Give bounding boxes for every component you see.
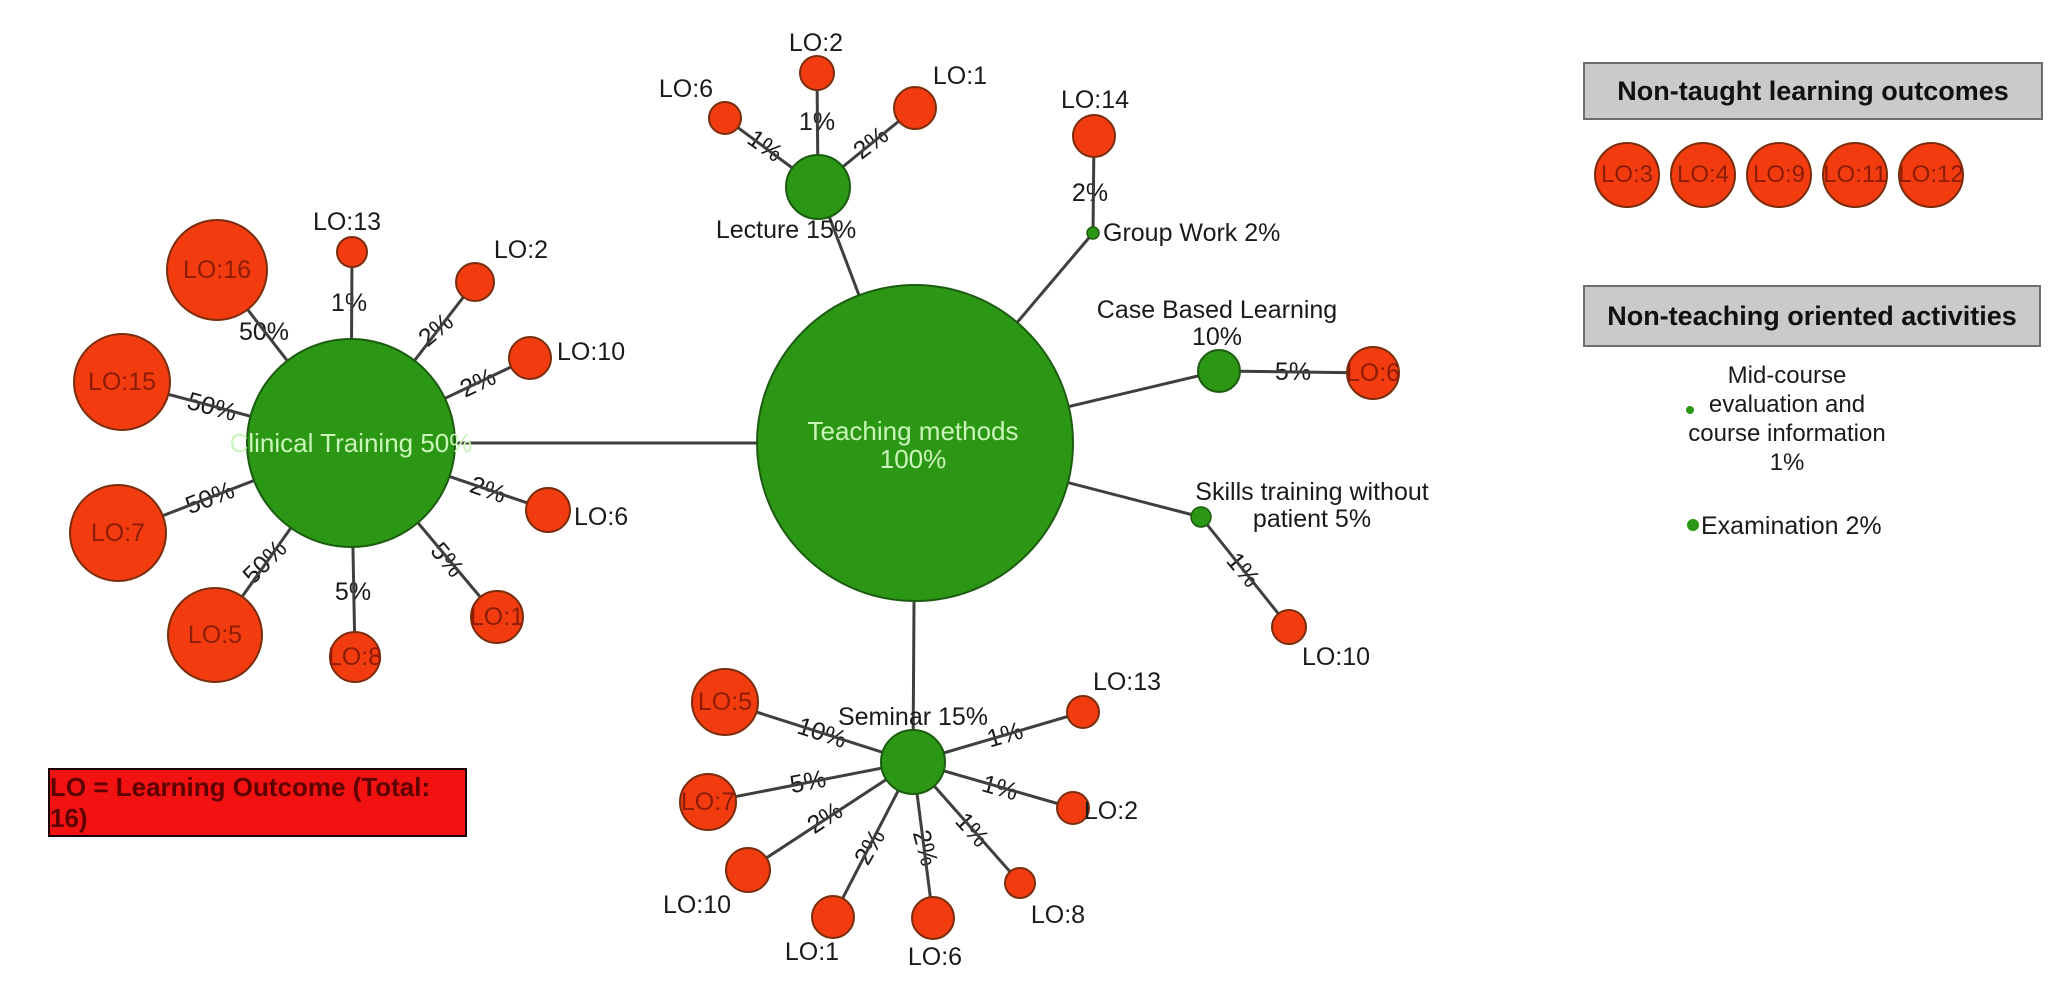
- edge-label-groupwork-gw_lo14: 2%: [1072, 179, 1108, 207]
- node-c_lo1: [470, 590, 524, 644]
- node-s_lo10: [725, 847, 771, 893]
- node-label-casebased: 10%: [1192, 323, 1242, 351]
- node-c_lo15: [73, 333, 171, 431]
- node-groupwork: [1086, 226, 1100, 240]
- node-c_lo2: [455, 262, 495, 302]
- node-clinical: [246, 338, 456, 548]
- node-label-c_lo10: LO:10: [557, 338, 625, 366]
- node-l_lo6: [708, 101, 742, 135]
- legend-label: LO = Learning Outcome (Total: 16): [50, 771, 431, 833]
- node-label-sk_lo10: LO:10: [1302, 643, 1370, 671]
- node-label-l_lo2: LO:2: [789, 29, 843, 57]
- node-s_lo2: [1056, 791, 1090, 825]
- non-teaching-header: Non-teaching oriented activities: [1583, 285, 2041, 347]
- node-c_lo8: [329, 631, 381, 683]
- non-taught-outcome-lo-11: LO:11: [1822, 142, 1888, 208]
- node-label-s_lo5: LO:5: [698, 688, 752, 716]
- node-label-gw_lo14: LO:14: [1061, 86, 1129, 114]
- activity-mid-course: Mid-course evaluation and course informa…: [1637, 361, 1937, 477]
- node-label-s_lo6: LO:6: [908, 943, 962, 971]
- legend-box: LO = Learning Outcome (Total: 16): [48, 768, 467, 837]
- node-s_lo5: [691, 668, 759, 736]
- node-c_lo7: [69, 484, 167, 582]
- mid-course-line: evaluation and: [1708, 391, 1866, 418]
- node-label-seminar: Seminar 15%: [838, 703, 988, 731]
- node-s_lo13: [1066, 695, 1100, 729]
- node-c_lo16: [166, 219, 268, 321]
- node-sk_lo10: [1271, 609, 1307, 645]
- node-s_lo7: [679, 773, 737, 831]
- node-label-lecture: Lecture 15%: [716, 216, 856, 244]
- node-label-c_lo1: LO:1: [470, 603, 524, 631]
- node-s_lo1: [811, 895, 855, 939]
- node-label-c_lo6: LO:6: [574, 503, 628, 531]
- node-label-s_lo13: LO:13: [1093, 668, 1161, 696]
- node-c_lo10: [508, 336, 552, 380]
- activity-examination: Examination 2%: [1701, 512, 1882, 540]
- non-taught-outcome-lo-9: LO:9: [1746, 142, 1812, 208]
- node-gw_lo14: [1072, 114, 1116, 158]
- mid-course-line: Mid-course: [1727, 362, 1847, 389]
- non-taught-outcomes-row: LO:3 LO:4 LO:9 LO:11 LO:12: [1594, 142, 1964, 208]
- mid-course-dot-icon: [1686, 406, 1694, 414]
- node-label-s_lo7: LO:7: [681, 788, 735, 816]
- non-taught-outcome-lo-12: LO:12: [1898, 142, 1964, 208]
- node-lecture: [785, 154, 851, 220]
- node-label-l_lo1: LO:1: [933, 62, 987, 90]
- node-label-tm: Teaching methods: [807, 416, 1018, 446]
- node-label-skills: Skills training without: [1195, 478, 1428, 506]
- node-label-s_lo2: LO:2: [1084, 797, 1138, 825]
- non-taught-header: Non-taught learning outcomes: [1583, 62, 2043, 120]
- node-s_lo6: [911, 896, 955, 940]
- node-label-tm: 100%: [880, 444, 947, 474]
- node-label-c_lo15: LO:15: [88, 368, 156, 396]
- examination-dot-icon: [1687, 519, 1699, 531]
- node-label-c_lo5: LO:5: [188, 621, 242, 649]
- node-label-casebased: Case Based Learning: [1097, 296, 1337, 324]
- non-taught-outcome-lo-3: LO:3: [1594, 142, 1660, 208]
- non-taught-title: Non-taught learning outcomes: [1617, 75, 2009, 106]
- node-label-cb_lo6: LO:6: [1346, 359, 1400, 387]
- node-l_lo2: [799, 55, 835, 91]
- node-label-c_lo2: LO:2: [494, 236, 548, 264]
- node-label-skills: patient 5%: [1253, 505, 1371, 533]
- node-skills: [1190, 506, 1212, 528]
- edge-label-clinical-c_lo2: 2%: [413, 308, 459, 353]
- node-label-c_lo16: LO:16: [183, 256, 251, 284]
- node-cb_lo6: [1346, 346, 1400, 400]
- node-label-c_lo8: LO:8: [328, 643, 382, 671]
- node-label-s_lo1: LO:1: [785, 938, 839, 966]
- mid-course-line: 1%: [1769, 449, 1805, 476]
- node-label-groupwork: Group Work 2%: [1103, 219, 1280, 247]
- node-label-s_lo8: LO:8: [1031, 901, 1085, 929]
- node-label-c_lo13: LO:13: [313, 208, 381, 236]
- node-label-clinical: Clinical Training 50%: [230, 428, 473, 458]
- node-label-s_lo10: LO:10: [663, 891, 731, 919]
- non-taught-outcome-lo-4: LO:4: [1670, 142, 1736, 208]
- node-c_lo5: [167, 587, 263, 683]
- mid-course-line: course information: [1688, 420, 1886, 447]
- node-label-c_lo7: LO:7: [91, 519, 145, 547]
- node-c_lo13: [336, 236, 368, 268]
- node-tm: [756, 284, 1074, 602]
- node-c_lo6: [525, 487, 571, 533]
- node-casebased: [1197, 349, 1241, 393]
- edge-label-clinical-c_lo13: 1%: [331, 289, 367, 317]
- edge-seminar-s_lo7: [707, 760, 914, 804]
- node-seminar: [880, 729, 946, 795]
- edge-skills-sk_lo10: [1199, 516, 1291, 628]
- non-teaching-title: Non-teaching oriented activities: [1607, 300, 2017, 331]
- node-s_lo8: [1004, 867, 1036, 899]
- node-label-l_lo6: LO:6: [659, 75, 713, 103]
- node-l_lo1: [893, 86, 937, 130]
